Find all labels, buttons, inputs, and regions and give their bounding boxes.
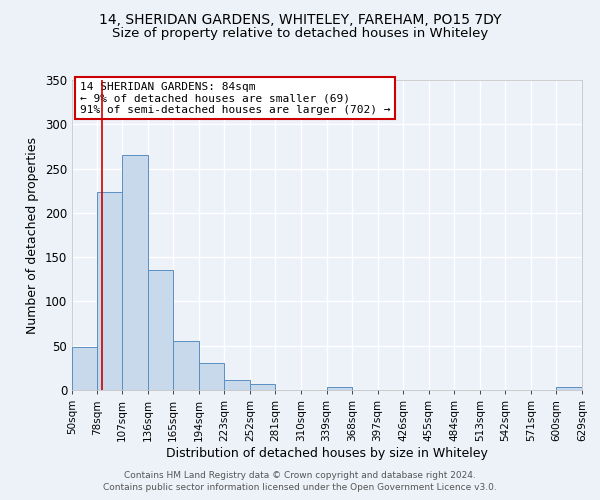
Bar (250, 384, 275, 390)
Bar (72, 348, 97, 390)
X-axis label: Distribution of detached houses by size in Whiteley: Distribution of detached houses by size … (166, 446, 488, 460)
Text: Size of property relative to detached houses in Whiteley: Size of property relative to detached ho… (112, 28, 488, 40)
Text: 14, SHERIDAN GARDENS, WHITELEY, FAREHAM, PO15 7DY: 14, SHERIDAN GARDENS, WHITELEY, FAREHAM,… (99, 12, 501, 26)
Bar (148, 270, 173, 390)
Bar (122, 156, 148, 390)
Text: Contains HM Land Registry data © Crown copyright and database right 2024.: Contains HM Land Registry data © Crown c… (124, 471, 476, 480)
Text: Contains public sector information licensed under the Open Government Licence v3: Contains public sector information licen… (103, 484, 497, 492)
Bar (224, 380, 250, 390)
Text: 14 SHERIDAN GARDENS: 84sqm
← 9% of detached houses are smaller (69)
91% of semi-: 14 SHERIDAN GARDENS: 84sqm ← 9% of detac… (80, 82, 390, 115)
Y-axis label: Number of detached properties: Number of detached properties (26, 136, 40, 334)
Bar (326, 388, 352, 390)
Bar (556, 388, 582, 390)
Bar (173, 342, 199, 390)
Bar (97, 192, 122, 390)
Bar (199, 362, 224, 390)
